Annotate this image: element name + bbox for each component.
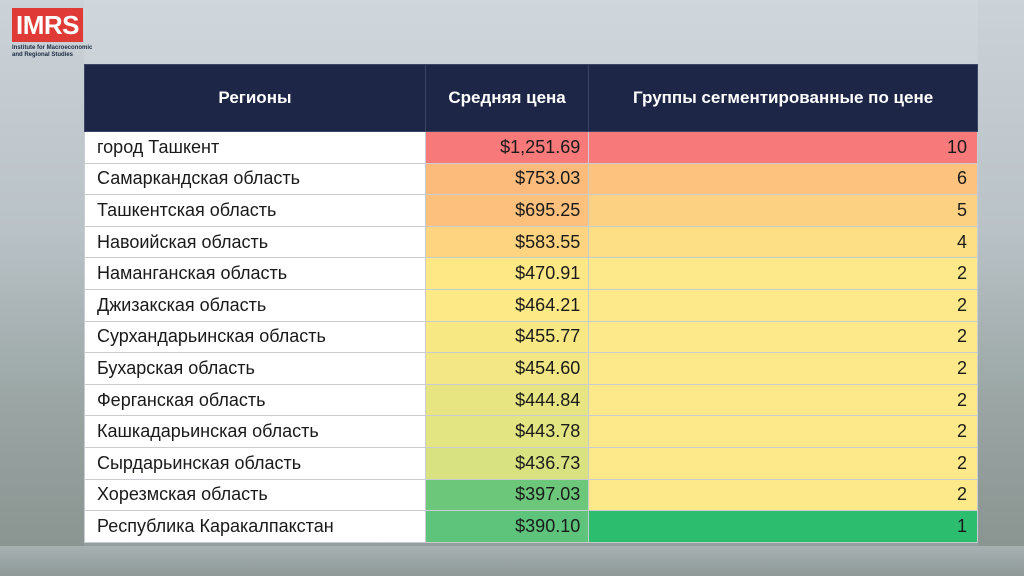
group-cell: 2 [588, 320, 978, 354]
logo-mark: IMRS [12, 8, 83, 42]
region-cell: Республика Каракалпакстан [84, 510, 426, 543]
price-cell: $1,251.69 [424, 131, 590, 164]
header-regions: Регионы [84, 64, 426, 132]
region-cell: Бухарская область [84, 352, 426, 385]
region-cell: Джизакская область [84, 288, 426, 322]
table-row: Сырдарьинская область $436.73 2 [84, 446, 978, 480]
table-row: Наманганская область $470.91 2 [84, 257, 978, 290]
table-row: город Ташкент $1,251.69 10 [84, 131, 978, 164]
table-row: Бухарская область $454.60 2 [84, 352, 978, 385]
group-cell: 5 [588, 194, 978, 227]
group-cell: 2 [588, 257, 978, 290]
table-row: Ташкентская область $695.25 5 [84, 194, 978, 227]
table-row: Джизакская область $464.21 2 [84, 288, 978, 322]
header-row: Регионы Средняя цена Группы сегментирова… [84, 64, 978, 132]
price-cell: $455.77 [424, 320, 590, 354]
region-cell: Сурхандарьинская область [84, 320, 426, 354]
table-row: Республика Каракалпакстан $390.10 1 [84, 510, 978, 543]
price-cell: $397.03 [424, 478, 590, 512]
imrs-logo: IMRS Institute for Macroeconomic and Reg… [12, 8, 92, 64]
region-cell: город Ташкент [84, 131, 426, 164]
price-cell: $583.55 [424, 225, 590, 259]
group-cell: 6 [588, 162, 978, 196]
region-cell: Ташкентская область [84, 194, 426, 227]
table-header: Регионы Средняя цена Группы сегментирова… [84, 64, 978, 132]
group-cell: 2 [588, 478, 978, 512]
header-price-groups: Группы сегментированные по цене [588, 64, 978, 132]
table-row: Хорезмская область $397.03 2 [84, 478, 978, 512]
table-row: Самаркандская область $753.03 6 [84, 162, 978, 196]
region-cell: Наманганская область [84, 257, 426, 290]
region-cell: Кашкадарьинская область [84, 415, 426, 448]
group-cell: 4 [588, 225, 978, 259]
region-cell: Самаркандская область [84, 162, 426, 196]
group-cell: 1 [588, 510, 978, 543]
group-cell: 2 [588, 415, 978, 448]
region-cell: Навоийская область [84, 225, 426, 259]
price-cell: $443.78 [424, 415, 590, 448]
group-cell: 2 [588, 352, 978, 385]
table-body: город Ташкент $1,251.69 10 Самаркандская об… [84, 131, 978, 543]
header-avg-price: Средняя цена [424, 64, 590, 132]
price-cell: $695.25 [424, 194, 590, 227]
background-bottom-cityscape [0, 546, 1024, 576]
price-cell: $390.10 [424, 510, 590, 543]
table-row: Ферганская область $444.84 2 [84, 383, 978, 417]
group-cell: 10 [588, 131, 978, 164]
region-cell: Сырдарьинская область [84, 446, 426, 480]
region-cell: Ферганская область [84, 383, 426, 417]
price-cell: $454.60 [424, 352, 590, 385]
price-cell: $436.73 [424, 446, 590, 480]
table-row: Кашкадарьинская область $443.78 2 [84, 415, 978, 448]
group-cell: 2 [588, 446, 978, 480]
group-cell: 2 [588, 288, 978, 322]
price-table: Регионы Средняя цена Группы сегментирова… [84, 64, 978, 543]
region-cell: Хорезмская область [84, 478, 426, 512]
table-row: Сурхандарьинская область $455.77 2 [84, 320, 978, 354]
price-cell: $444.84 [424, 383, 590, 417]
background-right-cityscape [978, 0, 1024, 576]
logo-subtitle: Institute for Macroeconomic and Regional… [12, 45, 93, 58]
price-cell: $470.91 [424, 257, 590, 290]
background-left-cityscape [0, 0, 84, 576]
price-cell: $464.21 [424, 288, 590, 322]
group-cell: 2 [588, 383, 978, 417]
price-cell: $753.03 [424, 162, 590, 196]
table-row: Навоийская область $583.55 4 [84, 225, 978, 259]
